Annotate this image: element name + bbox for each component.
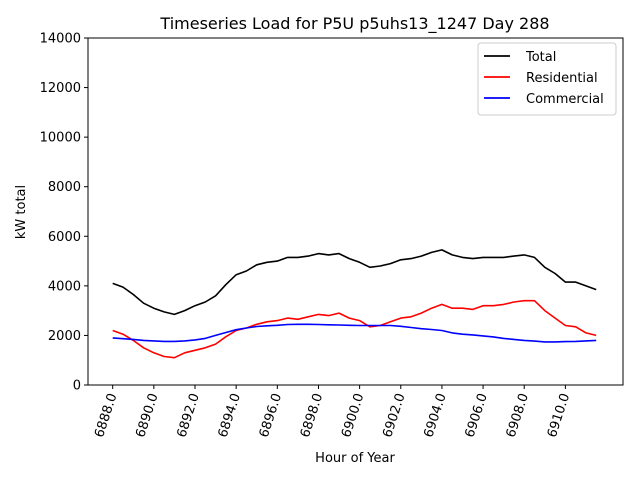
plot-frame <box>87 37 624 386</box>
legend-label-commercial: Commercial <box>526 92 604 107</box>
x-axis-label: Hour of Year <box>315 451 395 466</box>
y-tick-label: 12000 <box>40 81 81 96</box>
y-tick-label: 10000 <box>40 131 81 146</box>
legend: Total Residential Commercial <box>477 42 617 116</box>
y-tick-label: 0 <box>73 379 81 394</box>
y-tick-label: 8000 <box>48 180 81 195</box>
series-line-residential <box>112 299 597 359</box>
y-tick-label: 2000 <box>48 329 81 344</box>
legend-box <box>477 42 617 116</box>
series-line-total <box>112 249 597 316</box>
legend-label-residential: Residential <box>526 71 598 86</box>
legend-label-total: Total <box>525 50 556 65</box>
series-layer <box>112 249 597 359</box>
y-tick-label: 6000 <box>48 230 81 245</box>
y-tick-label: 4000 <box>48 279 81 294</box>
chart-title: Timeseries Load for P5U p5uhs13_1247 Day… <box>159 14 549 34</box>
series-line-commercial <box>112 323 597 343</box>
y-axis-label: kW total <box>14 185 29 239</box>
y-tick-label: 14000 <box>40 32 81 47</box>
